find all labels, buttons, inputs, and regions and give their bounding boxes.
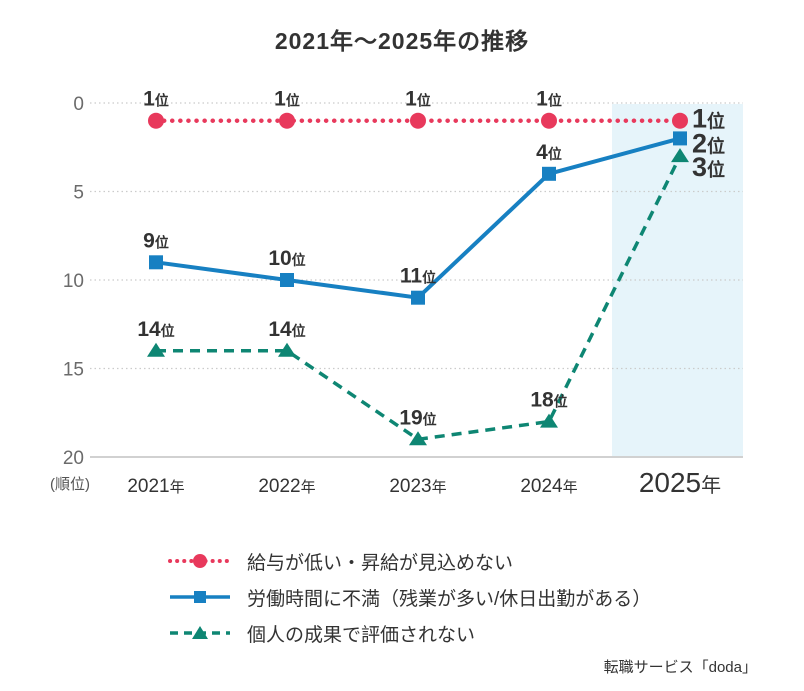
legend-marker-circle (193, 554, 207, 568)
y-tick-label: 0 (73, 94, 84, 115)
legend-label: 個人の成果で評価されない (247, 624, 476, 646)
data-point-circle (410, 112, 426, 129)
data-point-triangle (540, 413, 558, 428)
data-label: 2位 (692, 128, 725, 158)
y-axis-unit-label: (順位) (50, 476, 90, 493)
legend-swatch-triangle (170, 626, 230, 639)
chart-legend: 給与が低い・昇給が見込めない労働時間に不満（残業が多い/休日出勤がある） 個人の成… (168, 543, 651, 651)
y-tick-label: 10 (63, 271, 84, 292)
data-label: 9位 (143, 229, 169, 252)
line-chart: 0 5 10 15 20 (順位) 2021年 2022年 2023年 2024年 2025年 1位 1… (50, 88, 743, 498)
data-point-circle (541, 112, 557, 129)
legend-marker-triangle (192, 626, 208, 639)
chart-title: 2021年〜2025年の推移 (274, 28, 530, 54)
data-label: 1位 (274, 88, 300, 111)
legend-label: 労働時間に不満（残業が多い/休日出勤がある） (247, 588, 652, 610)
y-tick-label: 15 (63, 360, 84, 381)
data-point-square (149, 255, 163, 270)
x-tick-label: 2023年 (389, 476, 446, 497)
data-point-circle (672, 112, 688, 129)
x-tick-label: 2024年 (520, 476, 577, 497)
y-tick-label: 20 (63, 448, 84, 469)
data-point-square (673, 131, 687, 146)
x-tick-label: 2025年 (639, 467, 721, 498)
data-label: 11位 (400, 265, 436, 288)
data-point-triangle (278, 342, 296, 357)
legend-marker-square (194, 591, 206, 603)
source-credit: 転職サービス「doda」 (603, 659, 757, 676)
legend-label: 給与が低い・昇給が見込めない (247, 552, 514, 574)
x-tick-label: 2022年 (258, 476, 315, 497)
data-label: 1位 (143, 88, 169, 111)
x-tick-label: 2021年 (127, 476, 184, 497)
legend-swatch-circle (168, 554, 232, 568)
data-point-triangle (671, 148, 689, 163)
data-label: 1位 (536, 88, 562, 111)
data-point-square (280, 273, 294, 287)
data-label: 14位 (137, 318, 174, 341)
data-label: 4位 (536, 141, 562, 164)
data-point-square (411, 290, 425, 305)
data-label: 18位 (530, 389, 567, 412)
y-tick-label: 5 (73, 183, 84, 204)
data-point-square (542, 166, 556, 181)
legend-item: 労働時間に不満（残業が多い/休日出勤がある） (168, 579, 651, 615)
legend-swatch-square (170, 591, 230, 603)
data-label: 1位 (692, 104, 725, 134)
data-point-triangle (147, 342, 165, 357)
data-label: 14位 (268, 318, 305, 341)
data-label: 3位 (692, 152, 725, 182)
legend-item: 個人の成果で評価されない (168, 615, 651, 651)
data-label: 10位 (268, 247, 305, 270)
data-label: 1位 (405, 88, 431, 111)
data-point-triangle (409, 431, 427, 446)
data-point-circle (279, 112, 295, 129)
legend-item: 給与が低い・昇給が見込めない (168, 543, 651, 579)
data-label: 19位 (399, 406, 436, 429)
data-point-circle (148, 112, 164, 129)
